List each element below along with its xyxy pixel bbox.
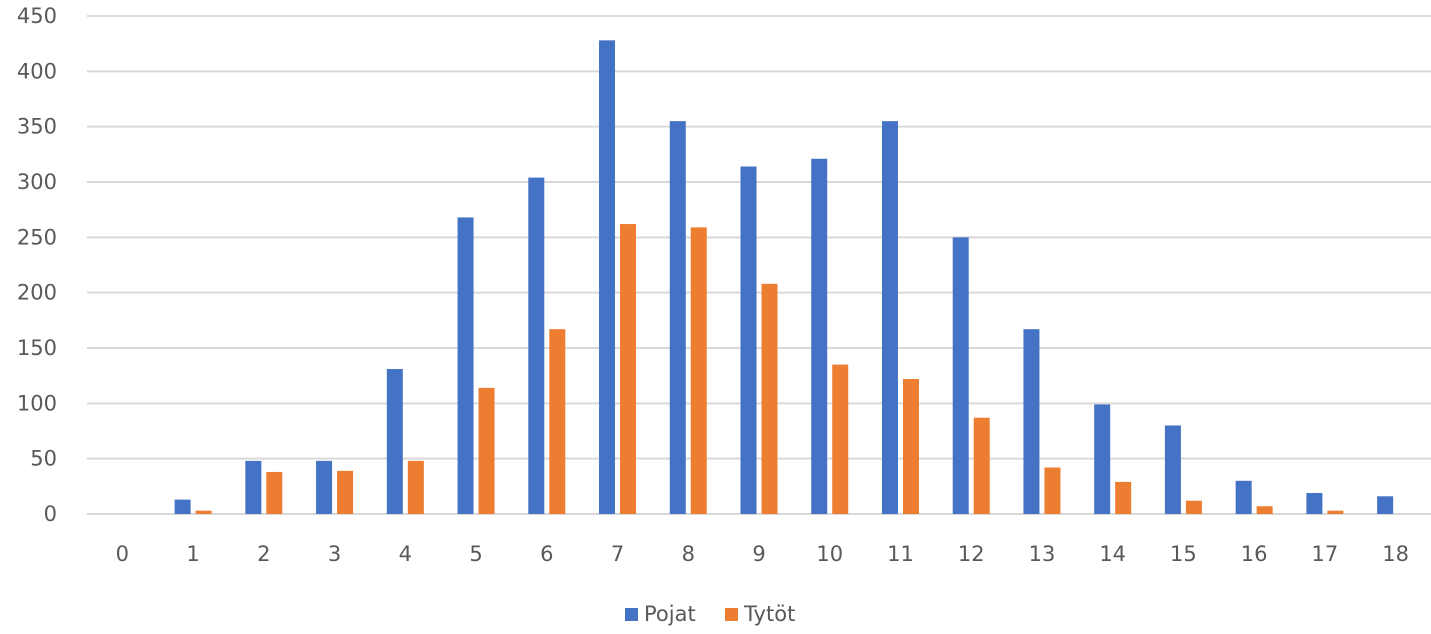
y-tick-label: 450 [17,4,57,28]
x-tick-label: 1 [186,542,199,566]
legend-swatch [625,608,638,621]
bar-tyt-t-5[interactable] [478,387,495,514]
x-tick-label: 5 [469,542,482,566]
bar-tyt-t-7[interactable] [620,224,637,514]
bar-pojat-3[interactable] [316,460,333,514]
y-tick-label: 0 [44,502,57,526]
y-tick-label: 50 [30,447,57,471]
bar-tyt-t-13[interactable] [1044,467,1061,514]
bar-pojat-8[interactable] [669,121,686,514]
bar-tyt-t-8[interactable] [690,227,707,514]
x-tick-label: 4 [399,542,412,566]
bar-tyt-t-15[interactable] [1185,500,1202,514]
x-tick-label: 11 [887,542,914,566]
x-tick-label: 2 [257,542,270,566]
x-tick-label: 18 [1382,542,1409,566]
bar-tyt-t-1[interactable] [195,510,212,514]
legend-item-tyt-t[interactable]: Tytöt [725,602,795,626]
legend-label: Pojat [644,602,696,626]
bar-pojat-9[interactable] [740,166,757,515]
bars [174,40,1394,515]
x-tick-label: 15 [1170,542,1197,566]
x-tick-label: 9 [752,542,765,566]
y-tick-label: 350 [17,115,57,139]
bar-tyt-t-2[interactable] [266,471,283,514]
bar-pojat-15[interactable] [1164,425,1181,514]
bar-pojat-18[interactable] [1377,496,1394,514]
bar-pojat-6[interactable] [528,177,545,514]
y-tick-label: 250 [17,225,57,249]
x-tick-label: 17 [1312,542,1339,566]
bar-pojat-2[interactable] [245,460,262,514]
y-tick-label: 150 [17,336,57,360]
legend-label: Tytöt [743,602,795,626]
bar-tyt-t-17[interactable] [1327,510,1344,514]
bar-pojat-13[interactable] [1023,329,1040,514]
bar-tyt-t-11[interactable] [902,378,919,514]
y-axis: 0 50 100 150 200 250 300 350 400 450 [17,4,57,526]
bar-pojat-11[interactable] [881,121,898,514]
bar-pojat-16[interactable] [1235,480,1252,514]
legend-item-pojat[interactable]: Pojat [625,602,696,626]
y-tick-label: 400 [17,59,57,83]
x-tick-label: 0 [116,542,129,566]
bar-pojat-12[interactable] [952,237,969,515]
bar-tyt-t-10[interactable] [832,364,849,514]
x-tick-label: 14 [1099,542,1126,566]
bar-tyt-t-14[interactable] [1115,481,1132,514]
x-tick-label: 12 [958,542,985,566]
x-tick-label: 3 [328,542,341,566]
gridlines [87,15,1431,515]
y-tick-label: 100 [17,391,57,415]
legend-swatch [725,608,738,621]
legend[interactable]: Pojat Tytöt [625,602,795,626]
bar-tyt-t-4[interactable] [407,460,424,514]
bar-tyt-t-9[interactable] [761,283,778,514]
bar-tyt-t-6[interactable] [549,329,566,514]
bar-tyt-t-3[interactable] [337,470,354,514]
bar-pojat-1[interactable] [174,499,191,514]
bar-pojat-10[interactable] [811,158,828,514]
x-tick-label: 7 [611,542,624,566]
y-tick-label: 200 [17,281,57,305]
x-tick-label: 10 [816,542,843,566]
x-tick-label: 6 [540,542,553,566]
bar-pojat-17[interactable] [1306,492,1323,514]
bar-pojat-7[interactable] [599,40,616,514]
bar-pojat-4[interactable] [386,369,403,514]
y-tick-label: 300 [17,170,57,194]
x-tick-label: 8 [682,542,695,566]
bar-tyt-t-12[interactable] [973,417,990,514]
bar-pojat-5[interactable] [457,217,474,514]
x-axis: 0 1 2 3 4 5 6 7 8 9 10 11 12 13 14 15 16 17 18 [116,542,1409,566]
x-tick-label: 16 [1241,542,1268,566]
bar-tyt-t-16[interactable] [1256,506,1273,514]
bar-pojat-14[interactable] [1094,404,1111,514]
x-tick-label: 13 [1029,542,1056,566]
